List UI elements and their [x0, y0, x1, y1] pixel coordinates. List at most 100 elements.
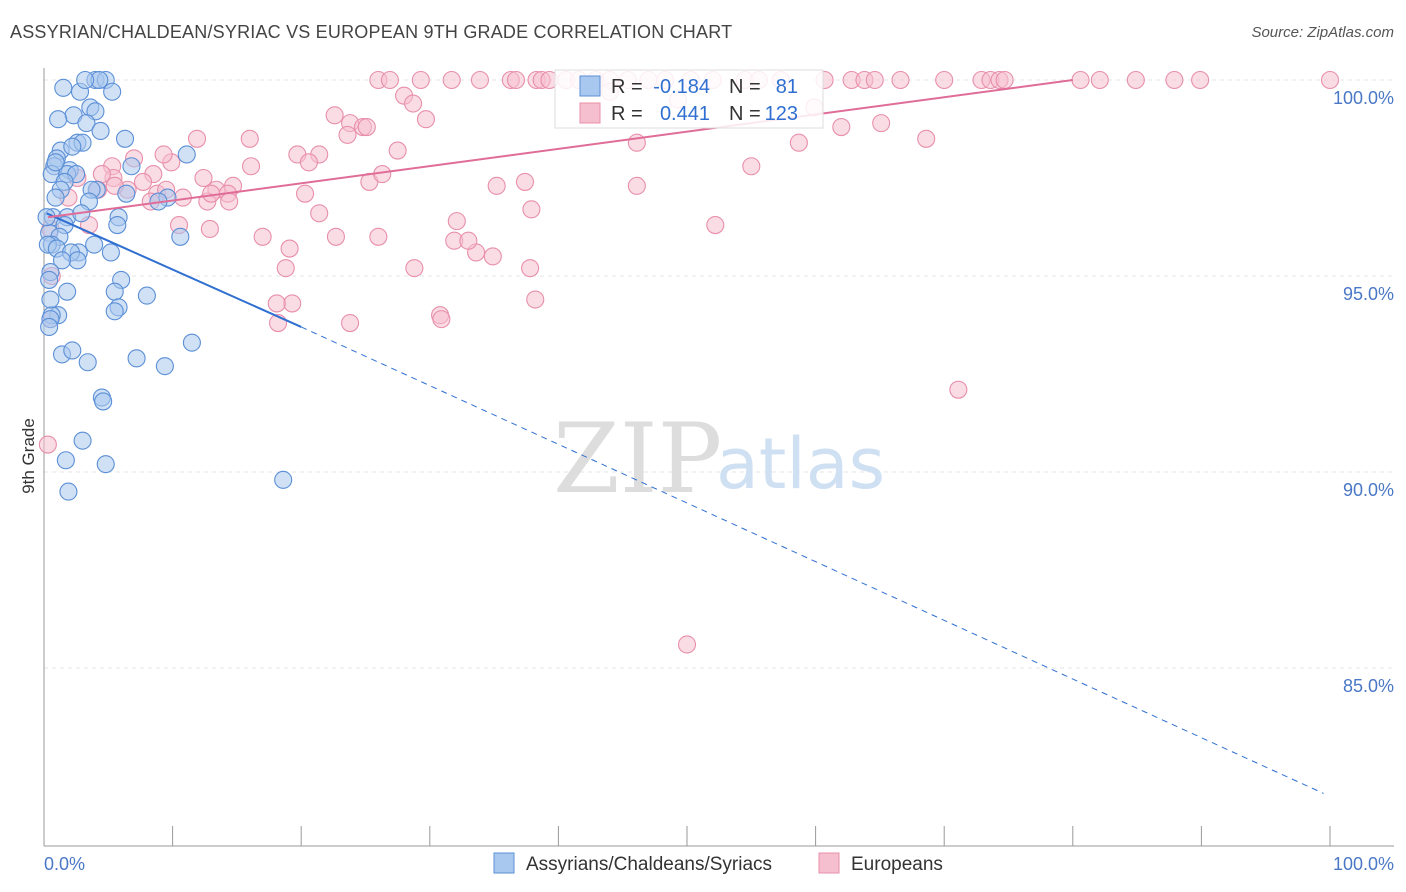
- assyrians-point: [73, 431, 92, 450]
- europeans-point: [515, 172, 535, 191]
- europeans-point: [447, 212, 466, 231]
- europeans-point: [276, 259, 295, 278]
- europeans-point: [789, 133, 808, 152]
- europeans-point: [326, 227, 345, 246]
- watermark-atlas: atlas: [716, 423, 885, 505]
- europeans-point: [388, 141, 407, 160]
- europeans-point: [1071, 70, 1090, 90]
- europeans-point: [200, 219, 219, 239]
- stats-r-value-pink: 0.441: [660, 103, 710, 125]
- stats-r-label-blue: R =: [611, 76, 643, 98]
- europeans-point: [341, 313, 360, 333]
- assyrians-point: [46, 188, 65, 207]
- assyrians-point: [274, 470, 293, 489]
- europeans-point: [483, 247, 502, 266]
- europeans-point: [432, 310, 451, 329]
- x-axis-ticks: [172, 826, 1331, 846]
- stats-swatch-pink: [579, 102, 601, 124]
- assyrians-point: [63, 137, 82, 156]
- assyrians-point: [177, 145, 196, 164]
- europeans-point: [310, 204, 329, 223]
- legend-swatch-europeans: [818, 852, 840, 874]
- axes: [43, 68, 1394, 847]
- europeans-point: [325, 106, 344, 125]
- assyrians-point: [105, 282, 124, 301]
- assyrians-point: [77, 114, 96, 133]
- assyrians-trend-extension: [300, 326, 1324, 794]
- assyrians-points: [37, 70, 293, 501]
- assyrians-point: [182, 333, 201, 352]
- europeans-point: [1126, 70, 1145, 90]
- assyrians-point: [54, 78, 73, 97]
- x-tick-label-min: 0.0%: [44, 854, 85, 874]
- europeans-point: [357, 117, 376, 137]
- trend-lines: [46, 79, 1324, 794]
- europeans-point: [627, 176, 646, 195]
- assyrians-point: [56, 451, 75, 470]
- legend-swatch-assyrians: [493, 852, 515, 874]
- assyrians-point: [108, 215, 127, 235]
- assyrians-point: [49, 110, 68, 129]
- europeans-point: [267, 294, 286, 313]
- stats-n-label-pink: N =: [729, 103, 761, 125]
- europeans-point: [832, 117, 851, 137]
- assyrians-point: [94, 392, 113, 411]
- watermark-zip: ZIP: [553, 403, 722, 515]
- europeans-point: [404, 94, 423, 113]
- europeans-point: [338, 125, 357, 144]
- assyrians-point: [46, 153, 65, 172]
- europeans-point: [405, 259, 424, 278]
- europeans-point: [677, 635, 697, 654]
- assyrians-point: [171, 227, 190, 246]
- assyrians-trend-line: [46, 212, 302, 328]
- europeans-point: [133, 172, 153, 191]
- europeans-point: [521, 259, 540, 278]
- europeans-point: [935, 70, 954, 90]
- europeans-point: [949, 380, 968, 399]
- series-legend: Assyrians/Chaldeans/Syriacs Europeans: [493, 852, 943, 875]
- watermark: ZIP atlas: [553, 403, 885, 515]
- assyrians-point: [115, 129, 135, 148]
- europeans-point: [526, 290, 545, 309]
- stats-legend: R = -0.184 N = 81 R = 0.441 N = 123: [554, 69, 824, 129]
- x-tick-label-max: 100.0%: [1333, 854, 1394, 874]
- europeans-point: [1165, 70, 1184, 90]
- europeans-point: [742, 157, 761, 176]
- europeans-point: [194, 168, 213, 188]
- chart-title: ASSYRIAN/CHALDEAN/SYRIAC VS EUROPEAN 9TH…: [10, 22, 733, 42]
- assyrians-point: [155, 357, 174, 376]
- europeans-point: [487, 176, 506, 195]
- assyrians-point: [41, 290, 60, 309]
- europeans-point: [416, 110, 435, 129]
- europeans-point: [369, 227, 388, 246]
- assyrians-point: [40, 317, 59, 337]
- chart-source: Source: ZipAtlas.com: [1251, 24, 1394, 41]
- europeans-point: [241, 157, 261, 176]
- assyrians-point: [117, 184, 136, 203]
- europeans-point: [891, 70, 910, 90]
- stats-swatch-blue: [579, 75, 601, 97]
- europeans-point: [280, 239, 299, 258]
- europeans-point: [411, 70, 430, 90]
- europeans-point: [917, 129, 936, 148]
- assyrians-point: [68, 251, 87, 270]
- europeans-point: [240, 129, 259, 148]
- europeans-point: [187, 129, 207, 148]
- y-axis-tick-labels: 85.0% 90.0% 95.0% 100.0%: [1333, 88, 1394, 696]
- europeans-point: [1320, 70, 1340, 90]
- assyrians-point: [127, 349, 146, 368]
- europeans-points: [38, 70, 1340, 654]
- legend-label-europeans: Europeans: [851, 854, 943, 875]
- europeans-point: [865, 70, 884, 90]
- y-tick-label: 95.0%: [1343, 284, 1394, 304]
- legend-label-assyrians: Assyrians/Chaldeans/Syriacs: [526, 854, 772, 875]
- europeans-point: [380, 70, 399, 90]
- y-tick-label: 90.0%: [1343, 480, 1394, 500]
- stats-n-value-pink: 123: [765, 103, 798, 125]
- assyrians-point: [52, 251, 72, 270]
- europeans-point: [38, 435, 57, 454]
- assyrians-point: [101, 243, 120, 262]
- europeans-point: [522, 200, 541, 219]
- europeans-point: [296, 184, 315, 203]
- assyrians-point: [85, 235, 104, 254]
